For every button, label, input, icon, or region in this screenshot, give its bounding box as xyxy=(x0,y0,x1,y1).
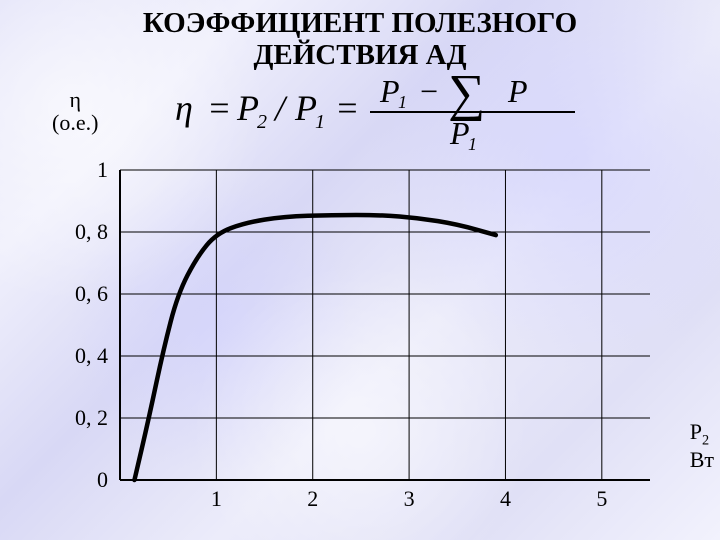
y-tick-label: 0, 4 xyxy=(68,343,108,369)
y-axis-label-symbol: η xyxy=(52,88,98,111)
y-tick-label: 0, 8 xyxy=(68,219,108,245)
efficiency-formula: η = P 2 / P 1 = P 1 − ∑ P P 1 xyxy=(175,72,585,157)
y-tick-label: 0, 6 xyxy=(68,281,108,307)
y-tick-label: 0 xyxy=(68,467,108,493)
f-P1-sub: 1 xyxy=(315,111,325,133)
f-P1: P xyxy=(294,88,317,128)
x-axis-label: Р2 Вт xyxy=(690,420,714,471)
x-tick-label: 2 xyxy=(298,486,328,512)
y-axis-label-unit: (о.е.) xyxy=(52,111,98,134)
efficiency-curve xyxy=(134,215,495,480)
f-num-P1: P xyxy=(379,73,400,109)
x-tick-label: 3 xyxy=(394,486,424,512)
f-num-minus: − xyxy=(418,73,440,109)
f-P2: P xyxy=(236,88,259,128)
efficiency-chart xyxy=(105,150,655,496)
f-eq2: = xyxy=(335,88,359,128)
f-num-P1-sub: 1 xyxy=(398,92,407,112)
title-line-1: КОЭФФИЦИЕНТ ПОЛЕЗНОГО xyxy=(0,8,720,40)
f-slash: / xyxy=(273,88,288,128)
x-axis-label-symbol: Р xyxy=(690,419,702,444)
f-eta: η xyxy=(175,88,193,128)
page-title: КОЭФФИЦИЕНТ ПОЛЕЗНОГО ДЕЙСТВИЯ АД xyxy=(0,0,720,72)
x-axis-label-sub: 2 xyxy=(702,432,709,448)
x-tick-label: 1 xyxy=(201,486,231,512)
y-tick-label: 0, 2 xyxy=(68,405,108,431)
x-axis-label-unit: Вт xyxy=(690,447,714,472)
f-den-P1: P xyxy=(449,115,470,151)
title-line-2: ДЕЙСТВИЯ АД xyxy=(0,40,720,72)
y-tick-label: 1 xyxy=(68,157,108,183)
y-axis-label: η (о.е.) xyxy=(52,88,98,134)
x-tick-label: 4 xyxy=(490,486,520,512)
f-num-P: P xyxy=(507,73,528,109)
f-eq1: = xyxy=(207,88,231,128)
f-P2-sub: 2 xyxy=(257,111,267,133)
formula-svg: η = P 2 / P 1 = P 1 − ∑ P P 1 xyxy=(175,72,585,152)
x-tick-label: 5 xyxy=(587,486,617,512)
